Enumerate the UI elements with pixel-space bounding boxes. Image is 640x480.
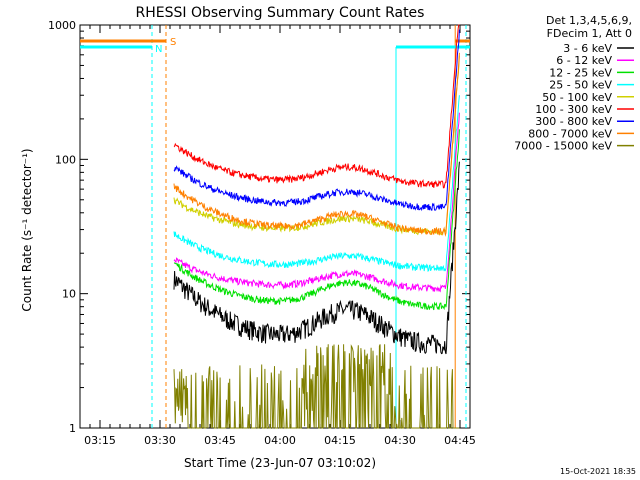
- legend-label: 7000 - 15000 keV: [514, 140, 612, 153]
- series-line: [173, 29, 460, 212]
- series-line: [173, 129, 460, 311]
- series-line: [173, 95, 460, 273]
- series-line: [173, 344, 460, 429]
- series-line: [173, 24, 460, 189]
- series-line: [173, 161, 460, 355]
- x-tick-label: 04:30: [384, 434, 416, 447]
- legend-label: 3 - 6 keV: [563, 42, 612, 55]
- y-tick-label: 1: [69, 422, 76, 435]
- y-axis-label: Count Rate (s⁻¹ detector⁻¹): [20, 148, 34, 311]
- series-line: [173, 112, 460, 293]
- chart-title: RHESSI Observing Summary Count Rates: [136, 5, 425, 21]
- saa-flag-label: S: [170, 37, 176, 48]
- x-tick-label: 03:30: [144, 434, 176, 447]
- x-tick-label: 03:45: [204, 434, 236, 447]
- legend-header-line-1: Det 1,3,4,5,6,9,: [546, 14, 632, 27]
- y-tick-label: 100: [55, 153, 76, 166]
- legend-label: 800 - 7000 keV: [528, 127, 612, 140]
- legend-label: 100 - 300 keV: [535, 103, 612, 116]
- legend-label: 12 - 25 keV: [549, 66, 612, 79]
- night-flag-label: N: [155, 44, 162, 55]
- legend-label: 25 - 50 keV: [549, 79, 612, 92]
- x-tick-label: 04:45: [444, 434, 476, 447]
- series-line: [173, 52, 460, 237]
- legend-header-line-2: FDecim 1, Att 0: [547, 27, 632, 40]
- x-tick-label: 04:15: [324, 434, 356, 447]
- legend-label: 50 - 100 keV: [542, 91, 612, 104]
- legend-label: 300 - 800 keV: [535, 115, 612, 128]
- x-axis-label: Start Time (23-Jun-07 03:10:02): [184, 456, 376, 470]
- x-tick-label: 04:00: [264, 434, 296, 447]
- legend-label: 6 - 12 keV: [556, 54, 612, 67]
- timestamp: 15-Oct-2021 18:35: [560, 467, 636, 476]
- x-tick-label: 03:15: [84, 434, 116, 447]
- y-tick-label: 10: [62, 288, 76, 301]
- y-tick-label: 1000: [48, 19, 76, 32]
